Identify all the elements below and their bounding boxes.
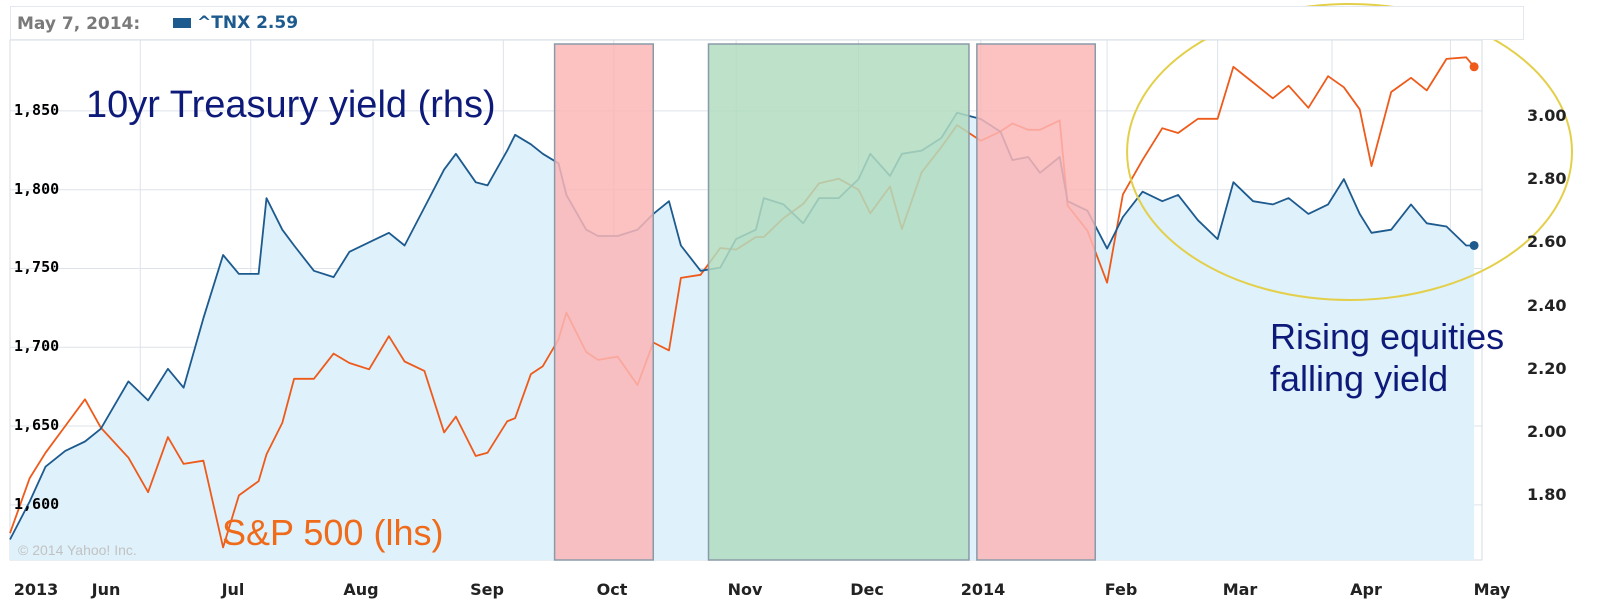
left-axis-tick: 1,600: [14, 494, 60, 513]
right-axis-tick: 2.80: [1527, 169, 1567, 189]
x-axis-tick: Jul: [221, 580, 245, 599]
left-axis-tick: 1,850: [14, 100, 60, 119]
tnx-end-point: [1469, 240, 1479, 250]
annotation-rising-line2: falling yield: [1270, 358, 1449, 399]
x-axis-tick: 2013: [13, 580, 59, 599]
header-series-label: ^TNX 2.59: [197, 13, 299, 33]
x-axis-tick: Mar: [1222, 580, 1258, 599]
annotation-spx: S&P 500 (lhs): [222, 512, 444, 553]
x-axis-tick: Oct: [596, 580, 628, 599]
chart-header: May 7, 2014: ^TNX 2.59: [10, 6, 1524, 40]
left-axis-tick: 1,750: [14, 258, 60, 277]
annotation-tnx: 10yr Treasury yield (rhs): [86, 84, 496, 126]
left-axis-tick: 1,700: [14, 337, 60, 356]
header-date: May 7, 2014:: [17, 14, 141, 34]
x-axis-tick: Apr: [1350, 580, 1382, 599]
x-axis-tick: Jun: [91, 580, 121, 599]
x-axis-tick: Sep: [470, 580, 504, 599]
left-axis-tick: 1,800: [14, 179, 60, 198]
highlight-group: [1126, 3, 1573, 301]
right-axis-tick: 2.00: [1527, 421, 1567, 441]
x-axis-tick: May: [1473, 580, 1511, 599]
right-axis-tick: 1.80: [1527, 485, 1567, 505]
shaded-region-sep-oct: [553, 43, 655, 561]
annotation-rising-line1: Rising equities: [1270, 316, 1505, 357]
x-axis-tick: Nov: [727, 580, 763, 599]
right-axis-tick: 2.20: [1527, 358, 1567, 378]
x-axis-tick: Dec: [850, 580, 884, 599]
left-axis-tick: 1,650: [14, 416, 60, 435]
right-axis-tick: 3.00: [1527, 105, 1567, 125]
series-swatch: [173, 18, 191, 28]
x-axis-tick: 2014: [960, 580, 1006, 599]
x-axis-tick: Aug: [343, 580, 379, 599]
right-axis-tick: 2.60: [1527, 232, 1567, 252]
highlight-ellipse: [1126, 3, 1573, 301]
annotation-rising: Rising equities falling yield: [1270, 316, 1504, 400]
shaded-region-nov-dec: [707, 43, 970, 561]
shaded-region-jan: [976, 43, 1097, 561]
x-axis-tick: Feb: [1104, 580, 1138, 599]
spx-end-point: [1469, 62, 1479, 72]
right-axis-tick: 2.40: [1527, 295, 1567, 315]
copyright-text: © 2014 Yahoo! Inc.: [18, 542, 137, 558]
